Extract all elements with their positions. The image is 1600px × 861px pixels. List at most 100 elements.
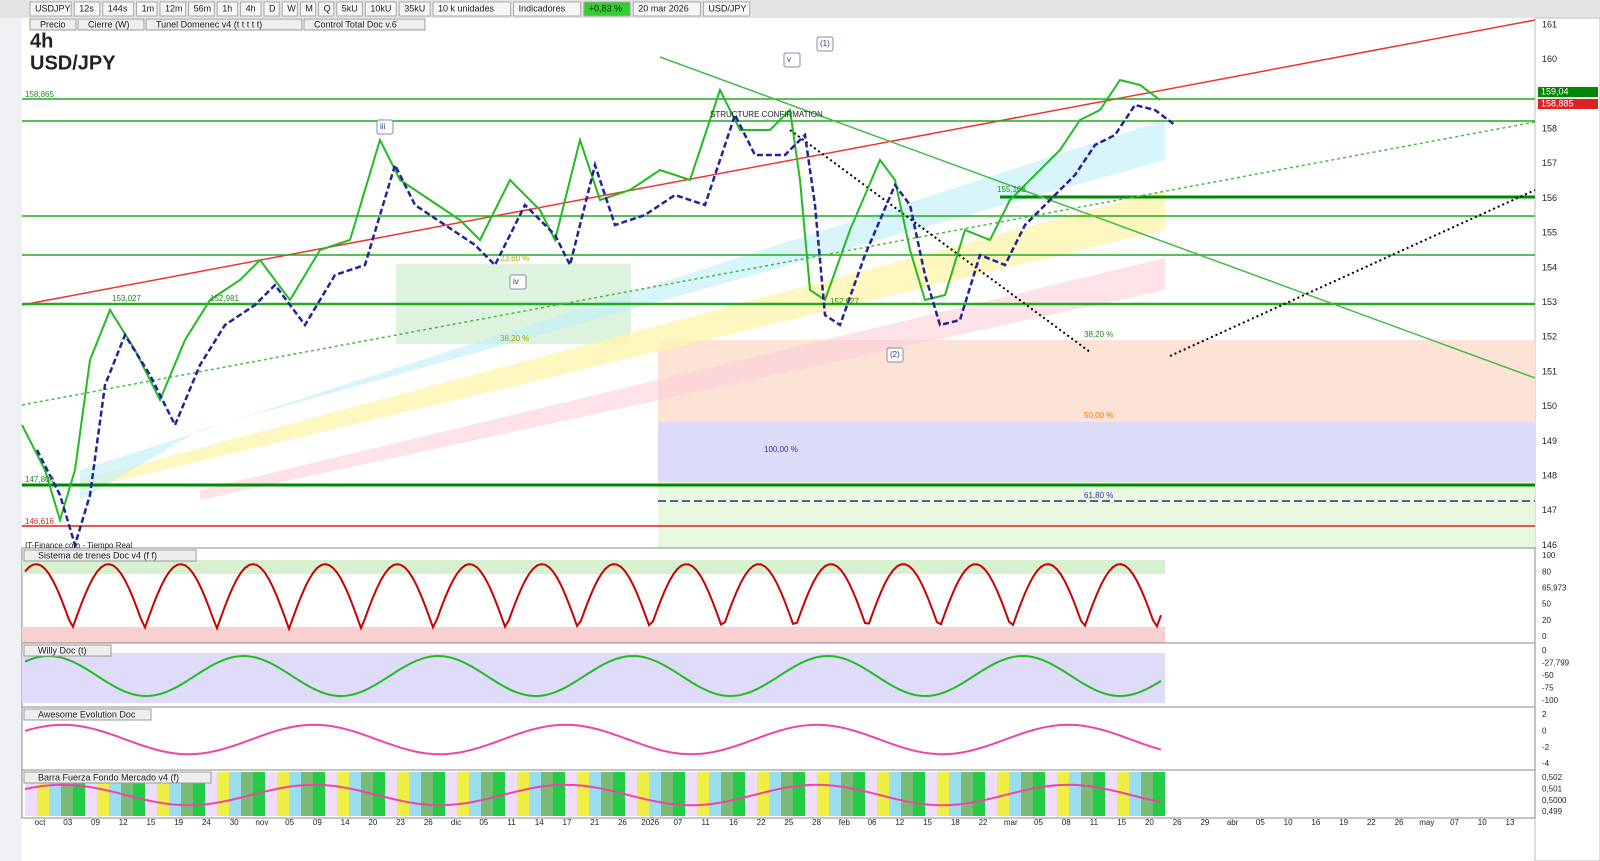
panel-axis-label: 0,5000	[1542, 796, 1567, 805]
date-label: 23	[396, 818, 405, 827]
toolbar-button	[29, 1, 72, 17]
date-label: 08	[1062, 818, 1071, 827]
bar-strip	[325, 772, 337, 816]
date-label: 15	[923, 818, 932, 827]
panel-axis-label: 0,502	[1542, 773, 1563, 782]
toolbar-button	[336, 1, 363, 17]
bar-strip	[817, 772, 829, 816]
date-label: may	[1419, 818, 1434, 827]
bar-strip	[361, 772, 373, 816]
bar-strip	[457, 772, 469, 816]
date-label: 20	[368, 818, 377, 827]
legend-label: Cierre (W)	[88, 19, 130, 29]
annotation-box	[816, 36, 834, 52]
price-label: 156	[1542, 193, 1557, 203]
price-tag	[1538, 87, 1598, 97]
panel-axis-label: 0,499	[1542, 807, 1563, 816]
date-label: 2026	[641, 818, 659, 827]
panel-title-bg	[23, 549, 197, 562]
bar-strip	[757, 772, 769, 816]
bar-strip	[505, 772, 517, 816]
bar-strip	[1069, 772, 1081, 816]
bar-strip	[517, 772, 529, 816]
bar-strip	[301, 772, 313, 816]
date-label: 09	[313, 818, 322, 827]
annotation: 155,108	[997, 185, 1026, 194]
zone	[22, 627, 1165, 643]
bar-strip	[853, 772, 865, 816]
panel-axis-label: -27,799	[1542, 659, 1570, 668]
panel-axis-label: 50	[1542, 600, 1551, 609]
date-label: 05	[1256, 818, 1265, 827]
date-label: 10	[1478, 818, 1487, 827]
date-label: 05	[285, 818, 294, 827]
date-label: 06	[868, 818, 877, 827]
bar-strip	[421, 772, 433, 816]
tool-column	[0, 18, 22, 861]
date-label: 03	[63, 818, 72, 827]
annotation: iv	[513, 277, 519, 286]
bar-strip	[385, 772, 397, 816]
date-label: 21	[590, 818, 599, 827]
date-label: 24	[202, 818, 211, 827]
annotation-box	[783, 52, 801, 68]
price-label: 158	[1542, 123, 1557, 133]
legend-box	[77, 18, 145, 31]
date-label: 29	[1200, 818, 1209, 827]
bar-strip	[889, 772, 901, 816]
date-label: 16	[729, 818, 738, 827]
legend-label: Precio	[40, 19, 66, 29]
legend-label: Control Total Doc v.6	[314, 19, 397, 29]
bar-strip	[1033, 772, 1045, 816]
price-label: 153	[1542, 297, 1557, 307]
date-label: mar	[1004, 818, 1018, 827]
source: IT-Finance.com - Tiempo Real	[25, 541, 132, 550]
bar-strip	[433, 772, 445, 816]
bar-strip	[229, 772, 241, 816]
panel-axis-label: 65,973	[1542, 584, 1567, 593]
date-label: 26	[1395, 818, 1404, 827]
toolbar-label: M	[305, 3, 313, 13]
panel-axis-label: 0	[1542, 646, 1547, 655]
bar-strip	[949, 772, 961, 816]
bar-strip	[901, 772, 913, 816]
bar-strip	[1081, 772, 1093, 816]
annotation: 61,80 %	[1084, 491, 1113, 500]
bar-strip	[1129, 772, 1141, 816]
toolbar-label: 12s	[79, 3, 94, 13]
annotation: 146,616	[25, 517, 54, 526]
annotation: 152,981	[210, 294, 239, 303]
panel-title: Sistema de trenes Doc v4 (f f)	[38, 550, 157, 560]
bar-strip	[913, 772, 925, 816]
panel-bg	[21, 706, 1536, 771]
bar-strip	[277, 772, 289, 816]
price-label: 160	[1542, 54, 1557, 64]
annotation: (2)	[890, 350, 900, 359]
bar-strip	[1141, 772, 1153, 816]
annotation: 100,00 %	[764, 445, 798, 454]
panel-axis-label: 2	[1542, 710, 1547, 719]
toolbar-label: 12m	[165, 3, 183, 13]
price-line	[21, 78, 1161, 524]
date-label: 11	[702, 818, 711, 827]
price-label: 155	[1542, 228, 1557, 238]
timeframe: 4h	[30, 30, 53, 52]
price-label: 151	[1542, 366, 1557, 376]
toolbar-label: D	[269, 3, 276, 13]
bar-strip	[661, 772, 673, 816]
date-label: nov	[255, 818, 268, 827]
price-label: 148	[1542, 470, 1557, 480]
annotation: 38,20 %	[500, 334, 529, 343]
bar-strip	[781, 772, 793, 816]
panel-axis-label: 100	[1542, 551, 1556, 560]
toolbar-button	[583, 1, 631, 17]
bar-strip	[565, 772, 577, 816]
bar-strip	[625, 772, 637, 816]
date-label: 12	[895, 818, 904, 827]
bar-strip	[313, 772, 325, 816]
toolbar-button	[513, 1, 582, 17]
bar-strip	[997, 772, 1009, 816]
toolbar-label: 35kU	[404, 3, 425, 13]
date-label: dic	[451, 818, 461, 827]
